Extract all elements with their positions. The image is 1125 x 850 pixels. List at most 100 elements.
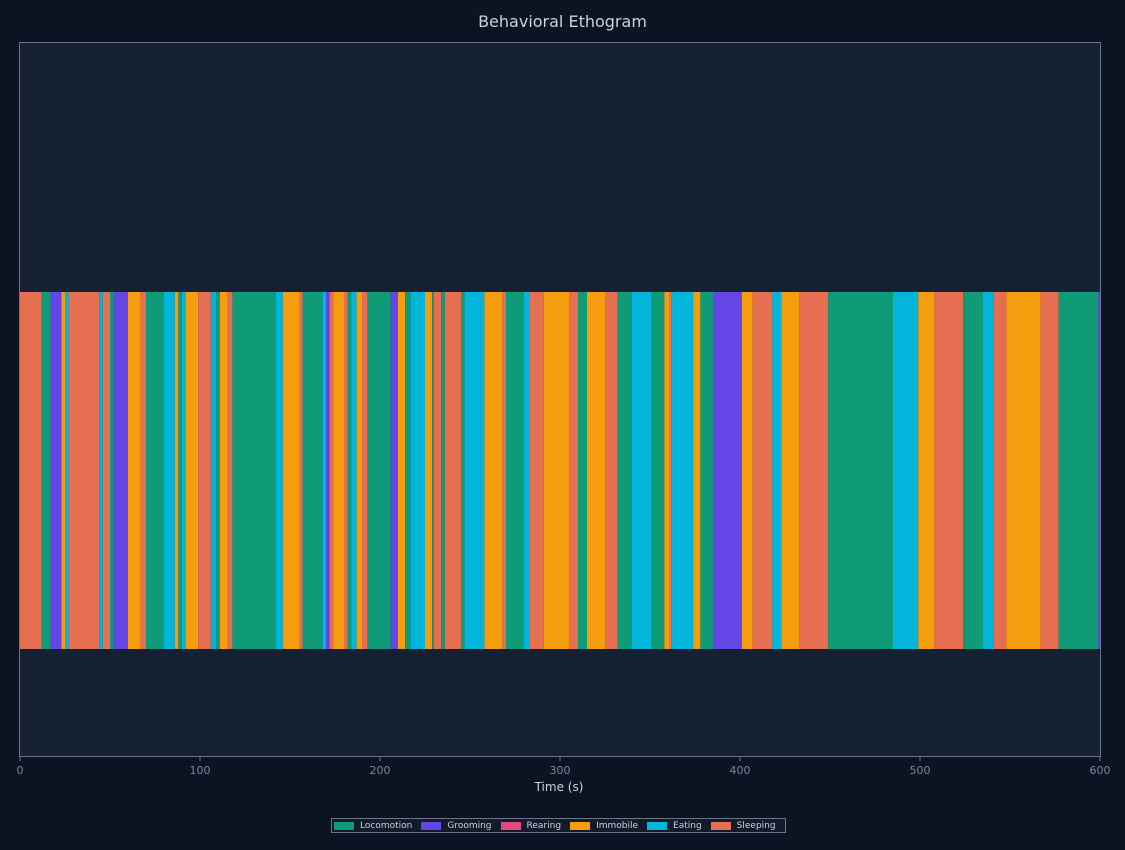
segment-locomotion-73 [828,292,893,649]
segment-sleeping-44 [434,292,442,649]
legend-item-immobile: Immobile [570,821,638,831]
segment-eating-74 [893,292,919,649]
legend: Locomotion Grooming Rearing Immobile Eating S… [331,818,786,833]
x-tick-label-100: 100 [190,764,211,777]
segment-grooming-9 [113,292,128,649]
segment-locomotion-66 [700,292,713,649]
segment-grooming-2 [50,292,62,649]
segment-eating-28 [322,292,326,649]
legend-label-eating: Eating [673,820,702,831]
legend-swatch-sleeping [710,821,731,830]
segment-eating-4 [65,292,69,649]
segment-sleeping-5 [68,292,100,649]
x-axis: 0 100 200 300 400 500 600 [17,757,1111,777]
segment-locomotion-40 [405,292,411,649]
x-tick-label-400: 400 [730,764,751,777]
segment-sleeping-26 [299,292,303,649]
legend-label-immobile: Immobile [596,820,639,831]
segment-immobile-57 [587,292,605,649]
legend-swatch-rearing [500,821,521,830]
x-tick-label-600: 600 [1090,764,1111,777]
segment-eating-52 [524,292,530,649]
legend-swatch-grooming [421,821,442,830]
segment-sleeping-53 [529,292,544,649]
legend-item-locomotion: Locomotion [334,821,412,831]
segment-sleeping-7 [102,292,110,649]
segment-eating-24 [275,292,283,649]
segment-sleeping-30 [329,292,334,649]
segment-immobile-31 [333,292,344,649]
segment-immobile-62 [664,292,670,649]
segment-immobile-68 [741,292,753,649]
chart-title: Behavioral Ethogram [478,12,647,31]
segment-sleeping-58 [605,292,618,649]
segment-immobile-21 [219,292,227,649]
segment-locomotion-47 [461,292,465,649]
segment-sleeping-79 [993,292,1007,649]
legend-label-rearing: Rearing [526,820,562,831]
legend-item-grooming: Grooming [421,820,492,831]
segment-locomotion-43 [432,292,434,649]
legend-label-locomotion: Locomotion [360,820,413,831]
segment-locomotion-1 [41,292,51,649]
segment-locomotion-59 [617,292,632,649]
segment-locomotion-8 [110,292,114,649]
segment-grooming-67 [713,292,742,649]
segment-locomotion-33 [347,292,352,649]
segment-immobile-54 [543,292,569,649]
segment-eating-64 [671,292,694,649]
segment-sleeping-32 [344,292,348,649]
segment-locomotion-77 [963,292,983,649]
segment-sleeping-18 [198,292,211,649]
segment-sleeping-11 [140,292,146,649]
segment-immobile-39 [398,292,406,649]
segment-sleeping-76 [934,292,964,649]
legend-item-sleeping: Sleeping [710,821,776,831]
x-tick-label-200: 200 [370,764,391,777]
segment-immobile-65 [693,292,701,649]
segment-immobile-80 [1006,292,1041,649]
segment-locomotion-45 [441,292,445,649]
segment-eating-60 [632,292,652,649]
segment-locomotion-20 [216,292,220,649]
segment-locomotion-56 [578,292,587,649]
segment-locomotion-23 [232,292,276,649]
segment-eating-41 [410,292,425,649]
legend-swatch-immobile [570,821,591,830]
segment-locomotion-37 [367,292,391,649]
segment-locomotion-51 [506,292,524,649]
segment-immobile-17 [185,292,199,649]
segment-locomotion-15 [178,292,182,649]
segment-locomotion-61 [651,292,665,649]
segments-layer [20,292,1100,649]
segment-sleeping-50 [502,292,506,649]
segment-sleeping-46 [444,292,461,649]
segment-eating-16 [182,292,186,649]
segment-immobile-71 [781,292,800,649]
segment-sleeping-69 [752,292,773,649]
segment-immobile-14 [174,292,179,649]
x-axis-label: Time (s) [534,780,584,794]
segment-sleeping-36 [362,292,368,649]
segment-sleeping-0 [20,292,42,649]
segment-eating-78 [983,292,994,649]
segment-immobile-49 [484,292,503,649]
segment-immobile-10 [128,292,141,649]
legend-item-eating: Eating [647,821,702,831]
segment-sleeping-63 [669,292,672,649]
legend-swatch-eating [647,821,668,830]
segment-grooming-29 [326,292,330,649]
segment-immobile-35 [356,292,362,649]
x-tick-label-0: 0 [17,764,24,777]
legend-item-rearing: Rearing [500,820,562,831]
segment-sleeping-81 [1040,292,1059,649]
segment-sleeping-72 [799,292,829,649]
segment-locomotion-12 [146,292,164,649]
x-tick-label-300: 300 [550,764,571,777]
segment-immobile-75 [918,292,935,649]
segment-eating-13 [164,292,175,649]
segment-grooming-83 [1098,292,1100,649]
segment-eating-70 [772,292,782,649]
legend-label-grooming: Grooming [447,820,492,831]
segment-immobile-42 [425,292,433,649]
